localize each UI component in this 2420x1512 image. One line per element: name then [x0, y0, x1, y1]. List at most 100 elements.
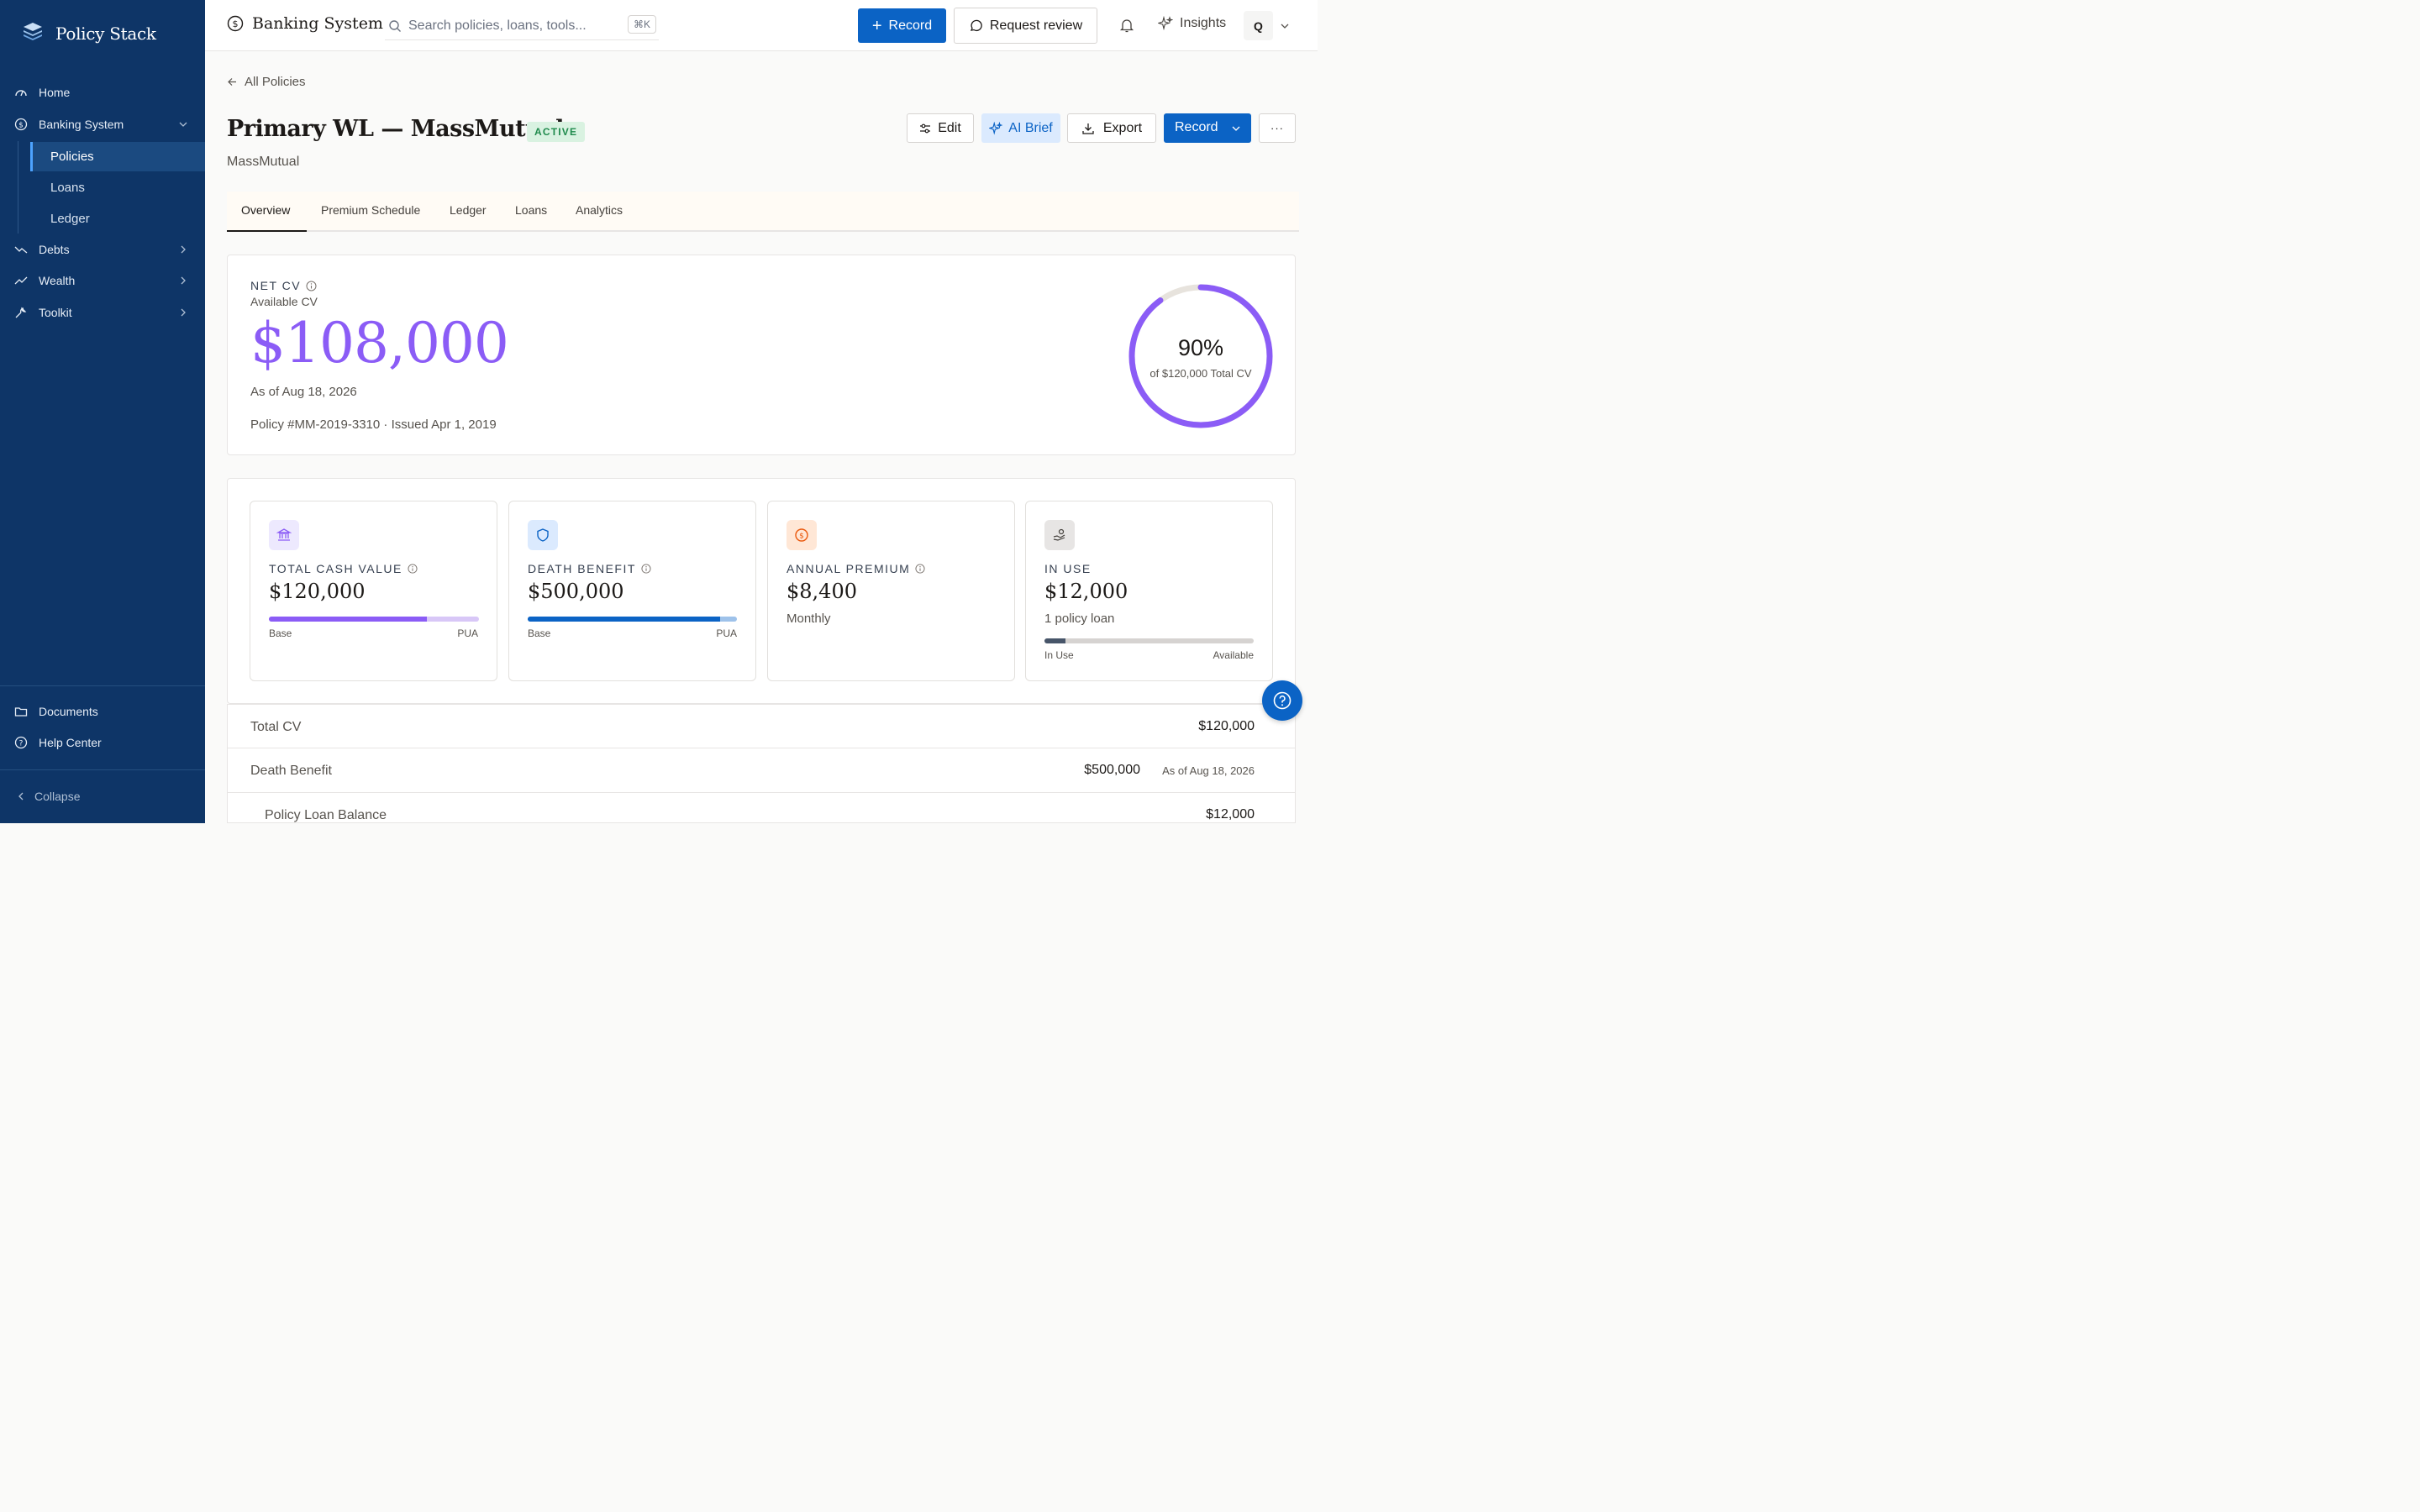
row-value: $120,000 — [1198, 719, 1255, 733]
svg-text:$: $ — [799, 533, 804, 541]
nav-wealth[interactable]: Wealth — [0, 265, 205, 296]
legend-pua: PUA — [716, 627, 737, 639]
shield-icon — [528, 520, 558, 550]
nav-documents-label: Documents — [39, 705, 98, 718]
sliders-icon — [920, 123, 931, 133]
brand-name: Policy Stack — [55, 23, 156, 44]
wrench-icon — [15, 307, 27, 318]
sidebar-divider — [0, 685, 205, 686]
nav-documents[interactable]: Documents — [0, 696, 205, 727]
collapse-label: Collapse — [34, 790, 81, 803]
loan-usage-bar — [1044, 638, 1254, 643]
ai-brief-button[interactable]: AI Brief — [981, 113, 1060, 143]
page-subtitle: MassMutual — [227, 155, 300, 169]
tab-premium-schedule[interactable]: Premium Schedule — [321, 203, 421, 217]
tab-ledger[interactable]: Ledger — [450, 203, 487, 217]
tab-loans[interactable]: Loans — [515, 203, 548, 217]
record-button[interactable]: + Record — [858, 8, 946, 43]
death-benefit-split-bar — [528, 617, 737, 622]
tab-overview[interactable]: Overview — [241, 203, 291, 217]
collapse-button[interactable]: Collapse — [0, 781, 205, 811]
legend-pua: PUA — [457, 627, 478, 639]
stat-note: Monthly — [786, 612, 831, 626]
nav-home[interactable]: Home — [0, 77, 205, 108]
export-button[interactable]: Export — [1067, 113, 1156, 143]
download-icon — [1082, 123, 1094, 134]
nav-toolkit[interactable]: Toolkit — [0, 297, 205, 328]
sparkles-icon — [989, 121, 1003, 135]
folder-icon — [14, 707, 28, 717]
svg-text:?: ? — [19, 740, 24, 748]
arrow-left-icon — [228, 78, 236, 86]
notifications-bell-icon[interactable] — [1118, 17, 1135, 38]
sidebar-divider — [0, 769, 205, 770]
stat-label: IN USE — [1044, 562, 1092, 575]
hand-coins-icon — [1044, 520, 1075, 550]
info-icon[interactable] — [915, 564, 925, 574]
chevron-down-icon — [179, 122, 187, 127]
plus-icon: + — [871, 16, 882, 35]
coin-icon: $ — [786, 520, 817, 550]
stat-note: 1 policy loan — [1044, 612, 1115, 626]
breadcrumb-label: All Policies — [245, 75, 306, 89]
tab-analytics[interactable]: Analytics — [576, 203, 623, 217]
bar-base-segment — [528, 617, 721, 622]
search-icon — [389, 20, 401, 32]
svg-text:$: $ — [18, 122, 24, 130]
stat-label: TOTAL CASH VALUE — [269, 562, 402, 575]
stat-value: $500,000 — [528, 580, 624, 603]
summary-row-total-cv: Total CV $120,000 — [227, 704, 1296, 748]
search-input[interactable]: Search policies, loans, tools... ⌘K — [385, 12, 659, 40]
help-fab-button[interactable] — [1262, 680, 1302, 721]
info-icon[interactable] — [408, 564, 418, 574]
stat-annual-premium: $ ANNUAL PREMIUM $8,400 Monthly — [767, 501, 1015, 681]
bank-icon — [269, 520, 299, 550]
brand[interactable]: Policy Stack — [22, 20, 156, 46]
chevron-left-icon — [18, 792, 24, 801]
nav-help-center[interactable]: ? Help Center — [0, 727, 205, 758]
sidebar-item-loans[interactable]: Loans — [50, 181, 85, 195]
breadcrumb-back[interactable]: All Policies — [227, 75, 306, 89]
info-icon[interactable] — [641, 564, 651, 574]
legend-available: Available — [1213, 649, 1254, 661]
policy-meta: Policy #MM-2019-3310 · Issued Apr 1, 201… — [250, 417, 497, 432]
active-tab-indicator — [227, 230, 307, 232]
avatar[interactable]: Q — [1244, 11, 1273, 40]
dollar-circle-icon: $ — [227, 15, 244, 32]
bar-in-use-segment — [1044, 638, 1065, 643]
trending-down-icon — [14, 246, 28, 254]
row-note: As of Aug 18, 2026 — [1162, 764, 1255, 777]
help-circle-icon: ? — [14, 736, 28, 749]
topbar: $ Banking System Search policies, loans,… — [205, 0, 1318, 51]
sidebar-item-policies[interactable]: Policies — [30, 142, 205, 171]
row-value: $12,000 — [1206, 807, 1255, 822]
chevron-down-icon[interactable] — [1231, 123, 1241, 134]
status-badge: ACTIVE — [527, 122, 586, 142]
more-actions-button[interactable]: ··· — [1259, 113, 1296, 143]
nav-debts[interactable]: Debts — [0, 234, 205, 265]
sidebar-item-ledger[interactable]: Ledger — [50, 212, 90, 226]
nav-banking-system[interactable]: $ Banking System — [0, 109, 205, 139]
stat-value: $120,000 — [269, 580, 366, 603]
nav-help-label: Help Center — [39, 736, 102, 749]
chevron-right-icon — [181, 308, 186, 317]
legend-base: Base — [269, 627, 292, 639]
insights-label: Insights — [1180, 16, 1227, 30]
record-split-button[interactable]: Record — [1164, 113, 1251, 143]
net-cv-as-of: As of Aug 18, 2026 — [250, 385, 357, 399]
request-review-button[interactable]: Request review — [954, 8, 1097, 44]
help-circle-icon — [1273, 691, 1292, 710]
chevron-down-icon[interactable] — [1280, 21, 1290, 31]
cash-value-split-bar — [269, 617, 479, 622]
stat-value: $8,400 — [786, 580, 857, 603]
insights-button[interactable]: Insights — [1158, 16, 1226, 31]
tab-bar: Overview Premium Schedule Ledger Loans A… — [227, 192, 1299, 232]
net-cv-sublabel: Available CV — [250, 295, 318, 308]
row-label: Total CV — [250, 720, 302, 734]
info-icon[interactable] — [306, 281, 317, 291]
cv-usage-ring: 90% of $120,000 Total CV — [1128, 284, 1273, 428]
net-cv-card: NET CV Available CV $108,000 As of Aug 1… — [227, 255, 1296, 455]
workspace-title: $ Banking System — [227, 14, 383, 33]
nav-home-label: Home — [39, 86, 71, 99]
edit-button[interactable]: Edit — [907, 113, 974, 143]
